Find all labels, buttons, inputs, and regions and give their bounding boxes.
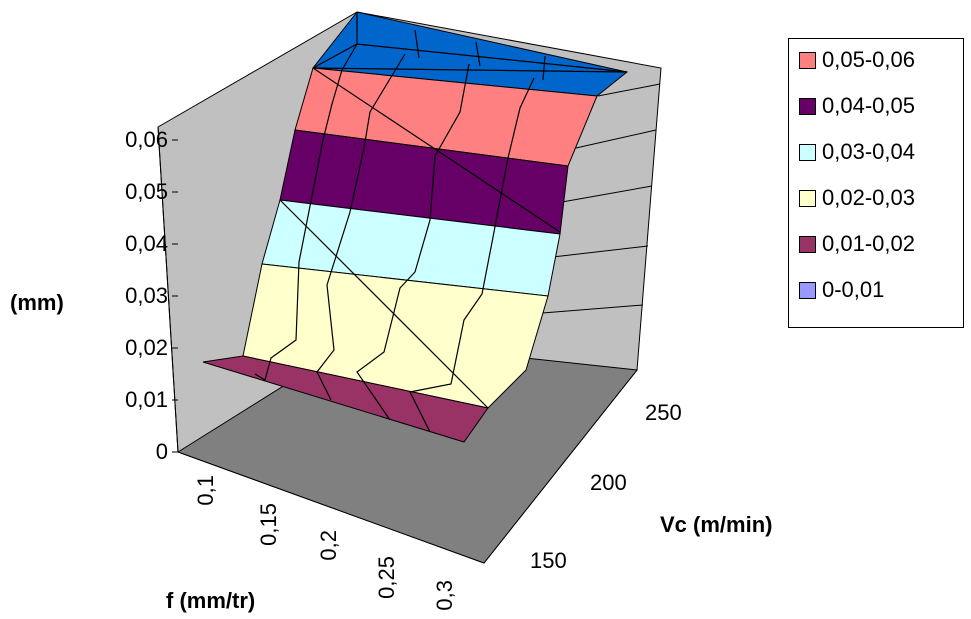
x-tick-label: 0,2 — [316, 530, 341, 561]
z-tick-label: 0,04 — [125, 231, 168, 256]
legend-swatch — [799, 97, 816, 115]
legend-label: 0,05-0,06 — [822, 47, 915, 72]
z-tick-label: 0,01 — [125, 387, 168, 412]
z-tick-label: 0,05 — [125, 179, 168, 204]
legend-label: 0,03-0,04 — [822, 139, 915, 164]
x-axis-title: f (mm/tr) — [166, 588, 255, 613]
legend-swatch — [799, 189, 816, 207]
y-tick-label: 200 — [590, 470, 627, 495]
surface-mesh — [254, 12, 628, 433]
z-tick-label: 0,06 — [125, 127, 168, 152]
z-tick-label: 0 — [156, 439, 168, 464]
x-tick-label: 0,25 — [374, 556, 399, 599]
y-axis-ticks: 150 200 250 — [530, 400, 682, 573]
z-tick-label: 0,03 — [125, 283, 168, 308]
legend-label: 0,04-0,05 — [822, 93, 915, 118]
legend-swatch — [799, 235, 816, 253]
legend-swatch — [799, 51, 816, 69]
y-axis-title: Vc (m/min) — [660, 512, 772, 537]
legend-item: 0,01-0,02 — [799, 231, 915, 257]
z-axis-ticks: 0 0,01 0,02 0,03 0,04 0,05 0,06 — [125, 127, 178, 464]
legend-swatch — [799, 143, 816, 161]
legend-label: 0,01-0,02 — [822, 231, 915, 256]
legend-swatch — [799, 281, 816, 299]
band-0.01-0.02 — [202, 355, 489, 443]
legend-item: 0,04-0,05 — [799, 93, 915, 119]
legend-label: 0,02-0,03 — [822, 185, 915, 210]
surface — [202, 11, 629, 443]
right-wall-gridlines — [529, 83, 661, 315]
z-axis-title: (mm) — [10, 290, 64, 315]
x-tick-label: 0,3 — [432, 580, 457, 611]
y-tick-label: 150 — [530, 548, 567, 573]
y-tick-label: 250 — [645, 400, 682, 425]
x-tick-label: 0,1 — [193, 475, 218, 506]
legend-item: 0,05-0,06 — [799, 47, 915, 73]
legend-label: 0-0,01 — [822, 277, 885, 302]
x-tick-label: 0,15 — [256, 503, 281, 546]
x-axis-ticks: 0,1 0,15 0,2 0,25 0,3 — [193, 475, 457, 611]
legend-item: 0,03-0,04 — [799, 139, 915, 165]
z-axis — [157, 126, 179, 453]
z-tick-label: 0,02 — [125, 335, 168, 360]
legend-item: 0-0,01 — [799, 277, 884, 303]
legend-item: 0,02-0,03 — [799, 185, 915, 211]
legend: 0,05-0,06 0,04-0,05 0,03-0,04 0,02-0,03 0,01… — [788, 38, 964, 328]
